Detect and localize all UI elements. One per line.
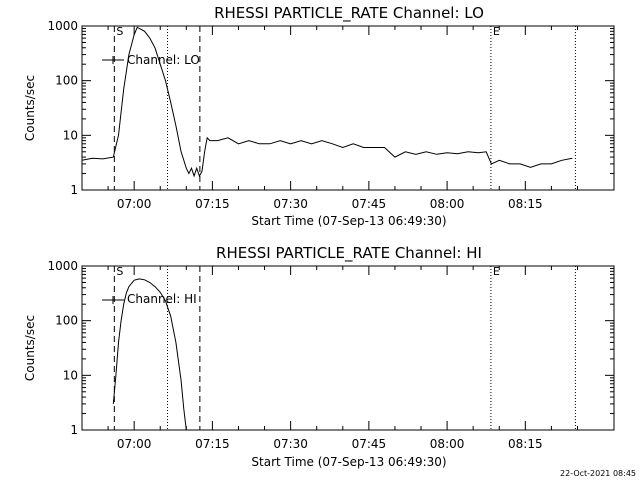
y-tick-label: 10 bbox=[63, 368, 78, 382]
x-axis-label: Start Time (07-Sep-13 06:49:30) bbox=[251, 455, 446, 469]
time-marker-label: E bbox=[493, 25, 500, 38]
y-tick-label: 1 bbox=[70, 423, 78, 437]
legend-label: Channel: LO bbox=[127, 53, 200, 67]
x-tick-label: 07:30 bbox=[273, 197, 308, 211]
y-tick-label: 1000 bbox=[47, 19, 78, 33]
y-axis-label: Counts/sec bbox=[23, 315, 37, 381]
y-tick-label: 1 bbox=[70, 183, 78, 197]
y-tick-label: 100 bbox=[55, 314, 78, 328]
time-marker-label: S bbox=[116, 25, 123, 38]
x-tick-label: 07:45 bbox=[352, 197, 387, 211]
series-line bbox=[81, 26, 573, 178]
x-tick-label: 08:15 bbox=[508, 197, 543, 211]
y-axis-label: Counts/sec bbox=[23, 75, 37, 141]
x-tick-label: 08:00 bbox=[430, 437, 465, 451]
x-tick-label: 07:00 bbox=[117, 197, 152, 211]
x-tick-label: 07:30 bbox=[273, 437, 308, 451]
x-tick-label: 07:45 bbox=[352, 437, 387, 451]
x-tick-label: 08:15 bbox=[508, 437, 543, 451]
y-tick-label: 100 bbox=[55, 74, 78, 88]
x-tick-label: 07:15 bbox=[195, 437, 230, 451]
legend-label: Channel: HI bbox=[127, 292, 197, 306]
x-tick-label: 07:00 bbox=[117, 437, 152, 451]
time-marker-label: S bbox=[116, 265, 123, 278]
chart-title: RHESSI PARTICLE_RATE Channel: HI bbox=[216, 244, 482, 263]
chart-hi-channel: RHESSI PARTICLE_RATE Channel: HI Start T… bbox=[23, 244, 615, 469]
chart-lo-channel: RHESSI PARTICLE_RATE Channel: LO Start T… bbox=[23, 4, 615, 228]
series-line bbox=[112, 278, 187, 431]
generation-date: 22-Oct-2021 08:45 bbox=[560, 469, 636, 478]
x-tick-label: 07:15 bbox=[195, 197, 230, 211]
time-marker-label: E bbox=[493, 265, 500, 278]
y-tick-label: 10 bbox=[63, 128, 78, 142]
y-tick-label: 1000 bbox=[47, 259, 78, 273]
x-axis-label: Start Time (07-Sep-13 06:49:30) bbox=[251, 214, 446, 228]
x-tick-label: 08:00 bbox=[430, 197, 465, 211]
chart-title: RHESSI PARTICLE_RATE Channel: LO bbox=[214, 4, 484, 23]
plot-frame bbox=[81, 25, 615, 191]
plot-frame bbox=[81, 265, 615, 431]
